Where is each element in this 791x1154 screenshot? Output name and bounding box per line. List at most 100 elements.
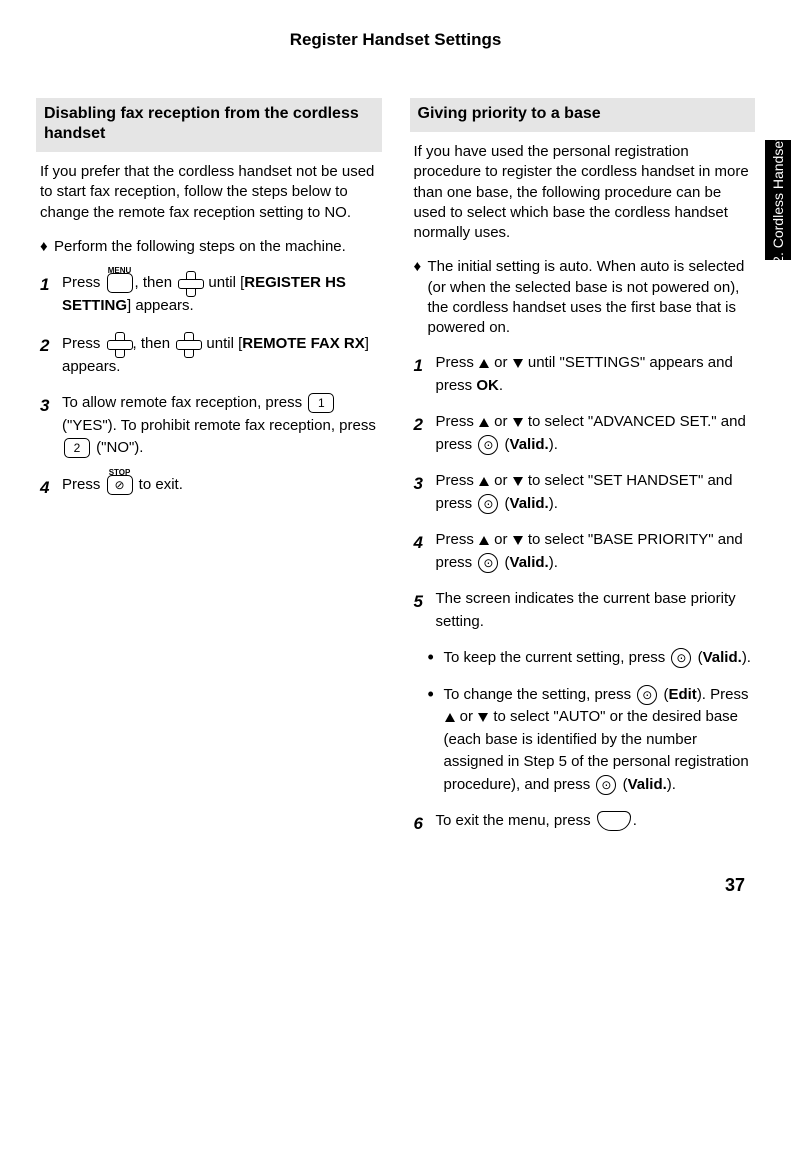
text: Press [436,472,479,489]
exit-button-icon [597,811,631,831]
menu-button-icon: MENU [107,273,133,293]
text: Press [436,531,479,548]
right-step-4: 4 Press or to select "BASE PRIORITY" and… [410,529,756,574]
text: ). [549,495,558,512]
text: ( [693,649,702,666]
text: To allow remote fax reception, press [62,394,306,411]
left-step-3: 3 To allow remote fax reception, press 1… [36,392,382,460]
text: or [490,531,512,548]
text: To keep the current setting, press [444,649,670,666]
right-step-4-content: Press or to select "BASE PRIORITY" and p… [436,529,752,574]
text: ("NO"). [92,439,143,456]
key-1-icon: 1 [308,393,334,413]
text: ). [667,776,676,793]
right-step-6-content: To exit the menu, press . [436,810,752,837]
text: , then [135,274,177,291]
menu-sup: MENU [108,262,132,280]
side-tab-label: 2. Cordless Handset [770,137,787,264]
text: until [ [202,334,242,351]
text: . [633,812,637,829]
up-arrow-icon [479,477,489,486]
text: Press [62,334,105,351]
step-number: 3 [40,392,62,460]
text: to exit. [135,476,183,493]
text: Press [436,413,479,430]
left-step-4: 4 Press STOP⊘ to exit. [36,474,382,501]
down-arrow-icon [513,359,523,368]
nav-cross-icon [107,332,131,356]
text: ). [549,554,558,571]
step-number: 6 [414,810,436,837]
bold-text: Valid. [703,649,742,666]
text: or [490,472,512,489]
left-step-2: 2 Press , then until [REMOTE FAX RX] app… [36,332,382,379]
text: Press [436,354,479,371]
right-step-1-content: Press or until "SETTINGS" appears and pr… [436,352,752,397]
text: or [456,708,478,725]
left-step-1-content: Press MENU, then until [REGISTER HS SETT… [62,271,378,318]
right-diamond-1: ♦ The initial setting is auto. When auto… [410,257,756,338]
bold-text: Valid. [510,554,549,571]
text: or [490,413,512,430]
text: . [499,377,503,394]
stop-button-icon: STOP⊘ [107,475,133,495]
up-arrow-icon [445,713,455,722]
text: ( [500,554,509,571]
right-step-6: 6 To exit the menu, press . [410,810,756,837]
text: To exit the menu, press [436,812,595,829]
right-step-5: 5 The screen indicates the current base … [410,588,756,633]
step-number: 4 [414,529,436,574]
text: , then [133,334,175,351]
diamond-icon: ♦ [40,237,54,257]
text: ( [500,436,509,453]
valid-button-icon: ⊙ [671,648,691,668]
step-number: 4 [40,474,62,501]
left-heading: Disabling fax reception from the cordles… [36,98,382,152]
step-number: 2 [40,332,62,379]
text: ("YES"). To prohibit remote fax receptio… [62,417,376,434]
right-step-2-content: Press or to select "ADVANCED SET." and p… [436,411,752,456]
right-intro: If you have used the personal registrati… [410,142,756,243]
right-bullet-2: • To change the setting, press ⊙ (Edit).… [410,684,756,797]
page-number: 37 [36,875,755,896]
right-step-5-content: The screen indicates the current base pr… [436,588,752,633]
bullet-icon: • [428,684,444,797]
side-tab: 2. Cordless Handset [765,140,791,260]
down-arrow-icon [478,713,488,722]
nav-cross-icon [178,271,202,295]
step-number: 1 [414,352,436,397]
text: or [490,354,512,371]
right-step-2: 2 Press or to select "ADVANCED SET." and… [410,411,756,456]
bold-text: Valid. [510,495,549,512]
left-diamond-1: ♦ Perform the following steps on the mac… [36,237,382,257]
step-number: 1 [40,271,62,318]
diamond-icon: ♦ [414,257,428,338]
bold-text: Valid. [510,436,549,453]
left-step-4-content: Press STOP⊘ to exit. [62,474,378,501]
stop-sup: STOP [109,464,131,482]
text: To change the setting, press [444,686,636,703]
right-diamond-1-text: The initial setting is auto. When auto i… [428,257,752,338]
text: ). [742,649,751,666]
bold-text: OK [476,377,499,394]
edit-button-icon: ⊙ [637,685,657,705]
text: ( [618,776,627,793]
text: until [ [204,274,244,291]
left-step-2-content: Press , then until [REMOTE FAX RX] appea… [62,332,378,379]
columns: Disabling fax reception from the cordles… [36,98,755,851]
valid-button-icon: ⊙ [478,494,498,514]
text: ( [500,495,509,512]
step-number: 5 [414,588,436,633]
step-number: 2 [414,411,436,456]
down-arrow-icon [513,477,523,486]
valid-button-icon: ⊙ [478,435,498,455]
bold-text: Valid. [628,776,667,793]
chapter-title: Register Handset Settings [36,30,755,50]
right-heading: Giving priority to a base [410,98,756,132]
text: ). Press [697,686,749,703]
text: ). [549,436,558,453]
step-number: 3 [414,470,436,515]
left-intro: If you prefer that the cordless handset … [36,162,382,223]
text: ] appears. [127,297,194,314]
right-step-3: 3 Press or to select "SET HANDSET" and p… [410,470,756,515]
